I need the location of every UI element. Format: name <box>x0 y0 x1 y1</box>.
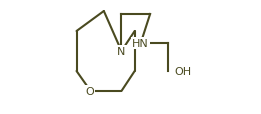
Text: N: N <box>117 47 126 57</box>
Text: OH: OH <box>174 66 192 76</box>
Text: HN: HN <box>132 39 149 49</box>
Text: O: O <box>85 86 94 96</box>
